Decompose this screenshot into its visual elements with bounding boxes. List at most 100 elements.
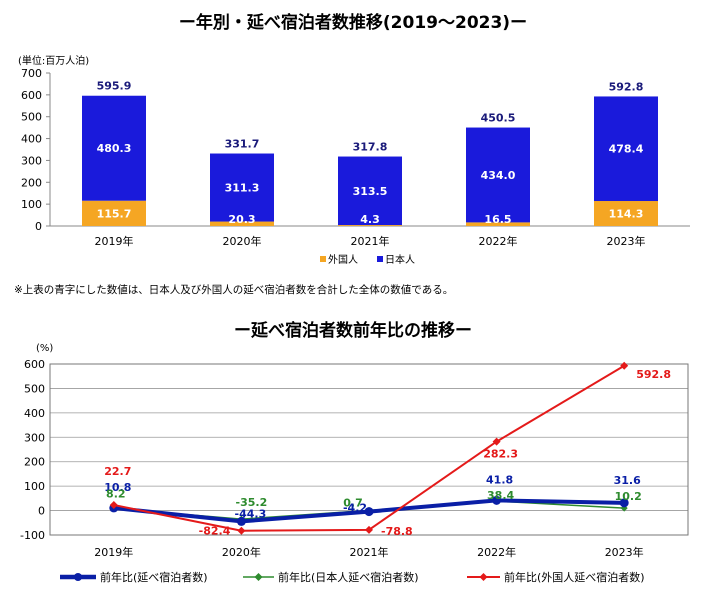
line-y-tick-label: 600 (24, 358, 45, 371)
data-label-japanese: -35.2 (236, 496, 268, 509)
point-total (109, 503, 119, 513)
data-label-foreign: 592.8 (636, 368, 671, 381)
bar-segment-foreign (466, 222, 530, 226)
bar-x-tick-label: 2021年 (351, 234, 390, 248)
foreign-value-label: 4.3 (360, 213, 380, 226)
bar-y-tick-label: 600 (21, 89, 42, 102)
bar-segment-japanese (594, 96, 658, 202)
data-label-total: 41.8 (486, 473, 513, 486)
japanese-value-label: 480.3 (97, 142, 132, 155)
data-label-japanese: 10.2 (615, 490, 642, 503)
data-label-japanese: 8.2 (106, 488, 126, 501)
point-japanese (237, 515, 245, 523)
line-x-tick-label: 2021年 (350, 545, 389, 559)
japanese-value-label: 434.0 (481, 169, 516, 182)
point-total (492, 495, 502, 505)
data-label-total: 10.8 (104, 481, 131, 494)
bar-segment-foreign (594, 201, 658, 226)
line-x-tick-label: 2022年 (477, 545, 516, 559)
point-foreign (109, 501, 118, 510)
point-total (364, 507, 374, 517)
data-label-foreign: -82.4 (199, 525, 231, 538)
data-label-japanese: 38.4 (487, 489, 514, 502)
bar-y-tick-label: 0 (35, 220, 42, 233)
legend-label-japanese: 日本人 (385, 253, 415, 266)
line-x-tick-label: 2020年 (222, 545, 261, 559)
point-japanese (620, 504, 628, 512)
line-y-tick-label: 500 (24, 382, 45, 395)
bar-y-tick-label: 200 (21, 176, 42, 189)
data-label-foreign: -78.8 (381, 525, 413, 538)
line-plot-frame (49, 363, 689, 536)
legend-swatch-japanese (377, 256, 383, 262)
bar-y-tick-label: 700 (21, 67, 42, 80)
line-y-tick-label: 300 (24, 431, 45, 444)
line-y-tick-label: 400 (24, 407, 45, 420)
data-label-total: 31.6 (614, 474, 641, 487)
total-value-label: 331.7 (225, 138, 260, 151)
line-y-tick-label: -100 (20, 529, 45, 542)
series-line-foreign (113, 364, 625, 532)
bar-segment-japanese (82, 95, 146, 201)
legend-marker-foreign (479, 573, 488, 581)
data-label-japanese: 0.7 (343, 496, 363, 509)
bar-segment-foreign (82, 200, 146, 226)
bar-chart-title: ー年別・延べ宿泊者数推移(2019～2023)ー (178, 13, 528, 33)
stacked-bar-chart: (単位:百万人泊) 0 100 200 300 400 500 600 700 480.3 115.… (18, 54, 690, 266)
japanese-value-label: 311.3 (225, 182, 260, 195)
legend-label-total: 前年比(延べ宿泊者数) (100, 570, 208, 584)
line-y-tick-label: 0 (38, 505, 45, 518)
footnote: ※上表の青字にした数値は、日本人及び外国人の延べ宿泊者数を合計した全体の数値であ… (14, 284, 454, 296)
point-foreign (492, 437, 501, 446)
point-japanese (365, 506, 373, 514)
line-x-tick-label: 2019年 (94, 545, 133, 559)
legend-label-japanese: 前年比(日本人延べ宿泊者数) (278, 570, 419, 584)
total-value-label: 592.8 (609, 80, 644, 93)
bar-x-tick-label: 2023年 (607, 234, 646, 248)
point-total (619, 498, 629, 508)
bar-segment-foreign (210, 221, 274, 226)
data-label-foreign: 282.3 (483, 448, 518, 461)
legend-label-foreign: 前年比(外国人延べ宿泊者数) (504, 570, 645, 584)
japanese-value-label: 478.4 (609, 143, 644, 156)
bar-x-tick-label: 2020年 (223, 234, 262, 248)
bar-segment-japanese (338, 156, 402, 226)
bar-x-tick-label: 2019年 (95, 234, 134, 248)
series-line-total (113, 498, 625, 524)
total-value-label: 595.9 (97, 80, 132, 93)
line-x-tick-label: 2023年 (605, 545, 644, 559)
bar-segment-japanese (466, 127, 530, 223)
legend-label-foreign: 外国人 (328, 254, 358, 266)
point-foreign (365, 525, 373, 534)
point-japanese (493, 497, 501, 505)
line-y-tick-label: 200 (24, 456, 45, 469)
foreign-value-label: 114.3 (609, 208, 644, 221)
bar-y-tick-label: 100 (21, 198, 42, 211)
bar-segment-foreign (338, 225, 402, 226)
bar-segment-japanese (210, 153, 274, 222)
legend-marker-total (74, 573, 82, 581)
bar-y-tick-label: 400 (21, 133, 42, 146)
legend-marker-japanese (254, 573, 263, 581)
foreign-value-label: 20.3 (228, 213, 255, 226)
bar-x-tick-label: 2022年 (479, 234, 518, 248)
point-japanese (110, 505, 118, 513)
line-unit-label: (%) (36, 343, 53, 354)
line-y-tick-label: 100 (24, 480, 45, 493)
point-foreign (620, 361, 629, 370)
japanese-value-label: 313.5 (353, 185, 388, 198)
total-value-label: 450.5 (481, 112, 516, 125)
data-label-total: -44.3 (235, 507, 267, 520)
point-total (236, 516, 246, 526)
total-value-label: 317.8 (353, 141, 388, 154)
bar-y-tick-label: 300 (21, 154, 42, 167)
series-line-japanese (113, 500, 625, 520)
data-label-foreign: 22.7 (104, 465, 131, 478)
data-label-total: -4.2 (343, 502, 367, 515)
line-chart-title: ー延べ宿泊者数前年比の推移ー (234, 321, 472, 341)
foreign-value-label: 115.7 (97, 207, 132, 220)
point-foreign (237, 526, 246, 535)
legend-swatch-foreign (320, 256, 326, 262)
bar-y-tick-label: 500 (21, 111, 42, 124)
bar-unit-label: (単位:百万人泊) (18, 54, 89, 67)
